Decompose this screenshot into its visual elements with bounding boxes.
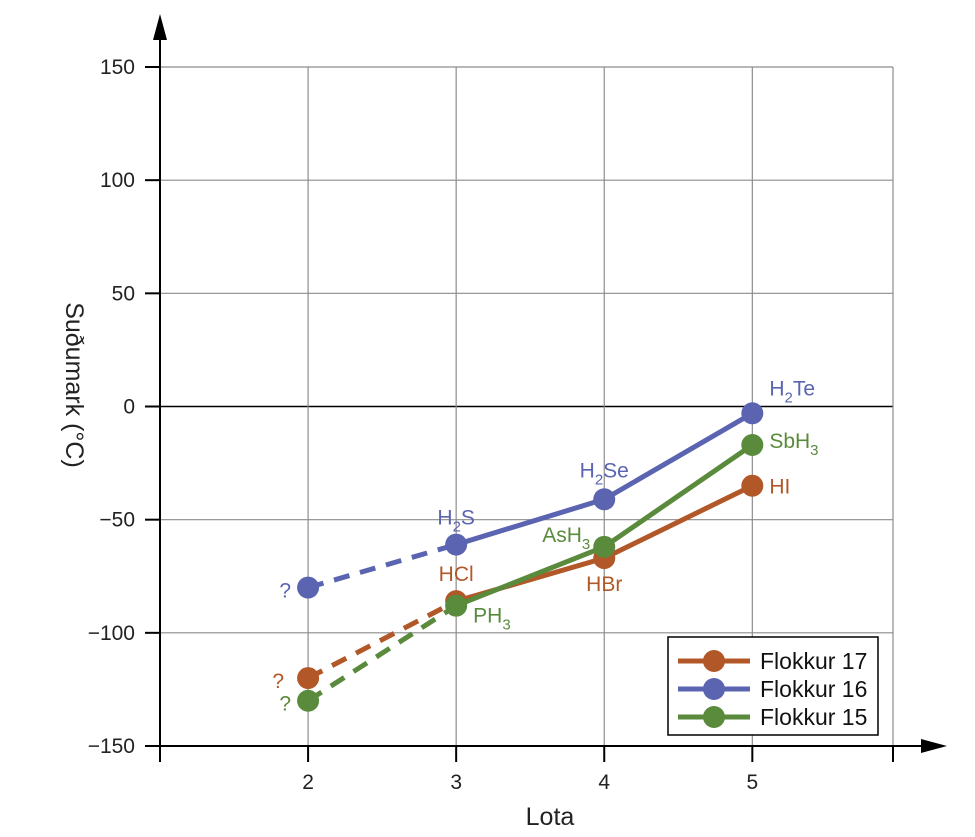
grid	[160, 66, 894, 747]
legend-item: Flokkur 15	[678, 704, 867, 730]
x-tick-label: 3	[450, 771, 462, 794]
y-tick-label: 0	[123, 396, 135, 419]
data-point	[741, 402, 764, 425]
point-label: PH3	[473, 605, 511, 634]
point-label: HBr	[586, 573, 622, 596]
legend-swatch-marker	[703, 706, 725, 728]
y-axis-title: Suðumark (°C)	[60, 302, 88, 468]
x-tick-label: 2	[302, 771, 314, 794]
data-point	[297, 576, 320, 599]
series-layer	[297, 402, 764, 712]
ticks: 150 100 50 0 −50 −100 −150 2 3 4 5	[88, 56, 894, 794]
point-label: HI	[769, 476, 790, 499]
data-point	[593, 488, 616, 511]
series-flokkur-16	[297, 402, 764, 599]
point-label: H2Te	[769, 377, 815, 406]
y-tick-label: −100	[88, 622, 135, 645]
legend-swatch-marker	[703, 678, 725, 700]
data-point	[297, 667, 320, 690]
axes	[145, 14, 947, 762]
data-point	[445, 533, 468, 556]
data-point	[297, 689, 320, 712]
y-axis-arrow	[153, 14, 167, 40]
legend-label: Flokkur 16	[760, 676, 867, 702]
point-labels: ? HCl HBr HI? H2S H2Se H2Te? PH3 AsH3 SbH3	[272, 377, 818, 715]
y-tick-label: 150	[100, 56, 135, 79]
series-flokkur-15	[297, 433, 764, 712]
point-label: ?	[279, 580, 291, 603]
point-label: ?	[272, 670, 284, 693]
data-point	[741, 433, 764, 456]
point-label: HCl	[439, 563, 474, 586]
legend-label: Flokkur 17	[760, 648, 867, 674]
y-tick-label: −50	[99, 509, 135, 532]
y-tick-label: −150	[88, 735, 135, 758]
legend-swatch-marker	[703, 650, 725, 672]
data-point	[741, 474, 764, 497]
y-tick-label: 50	[112, 282, 135, 305]
point-label: H2Se	[580, 459, 629, 488]
point-label: AsH3	[542, 524, 590, 553]
data-point	[593, 535, 616, 558]
series-estimated-segment	[306, 603, 458, 703]
point-label: ?	[279, 693, 291, 716]
x-axis-arrow	[921, 739, 947, 753]
series-estimated-segment	[306, 598, 458, 681]
x-tick-label: 5	[746, 771, 758, 794]
x-axis-title: Lota	[526, 803, 575, 831]
legend-item: Flokkur 16	[678, 676, 867, 702]
point-label: SbH3	[769, 430, 818, 459]
x-tick-label: 4	[598, 771, 610, 794]
legend-label: Flokkur 15	[760, 704, 867, 730]
point-label: H2S	[437, 507, 475, 536]
series-estimated-segment	[307, 542, 457, 590]
y-tick-label: 100	[100, 169, 135, 192]
data-point	[445, 594, 468, 617]
legend-item: Flokkur 17	[678, 648, 867, 674]
